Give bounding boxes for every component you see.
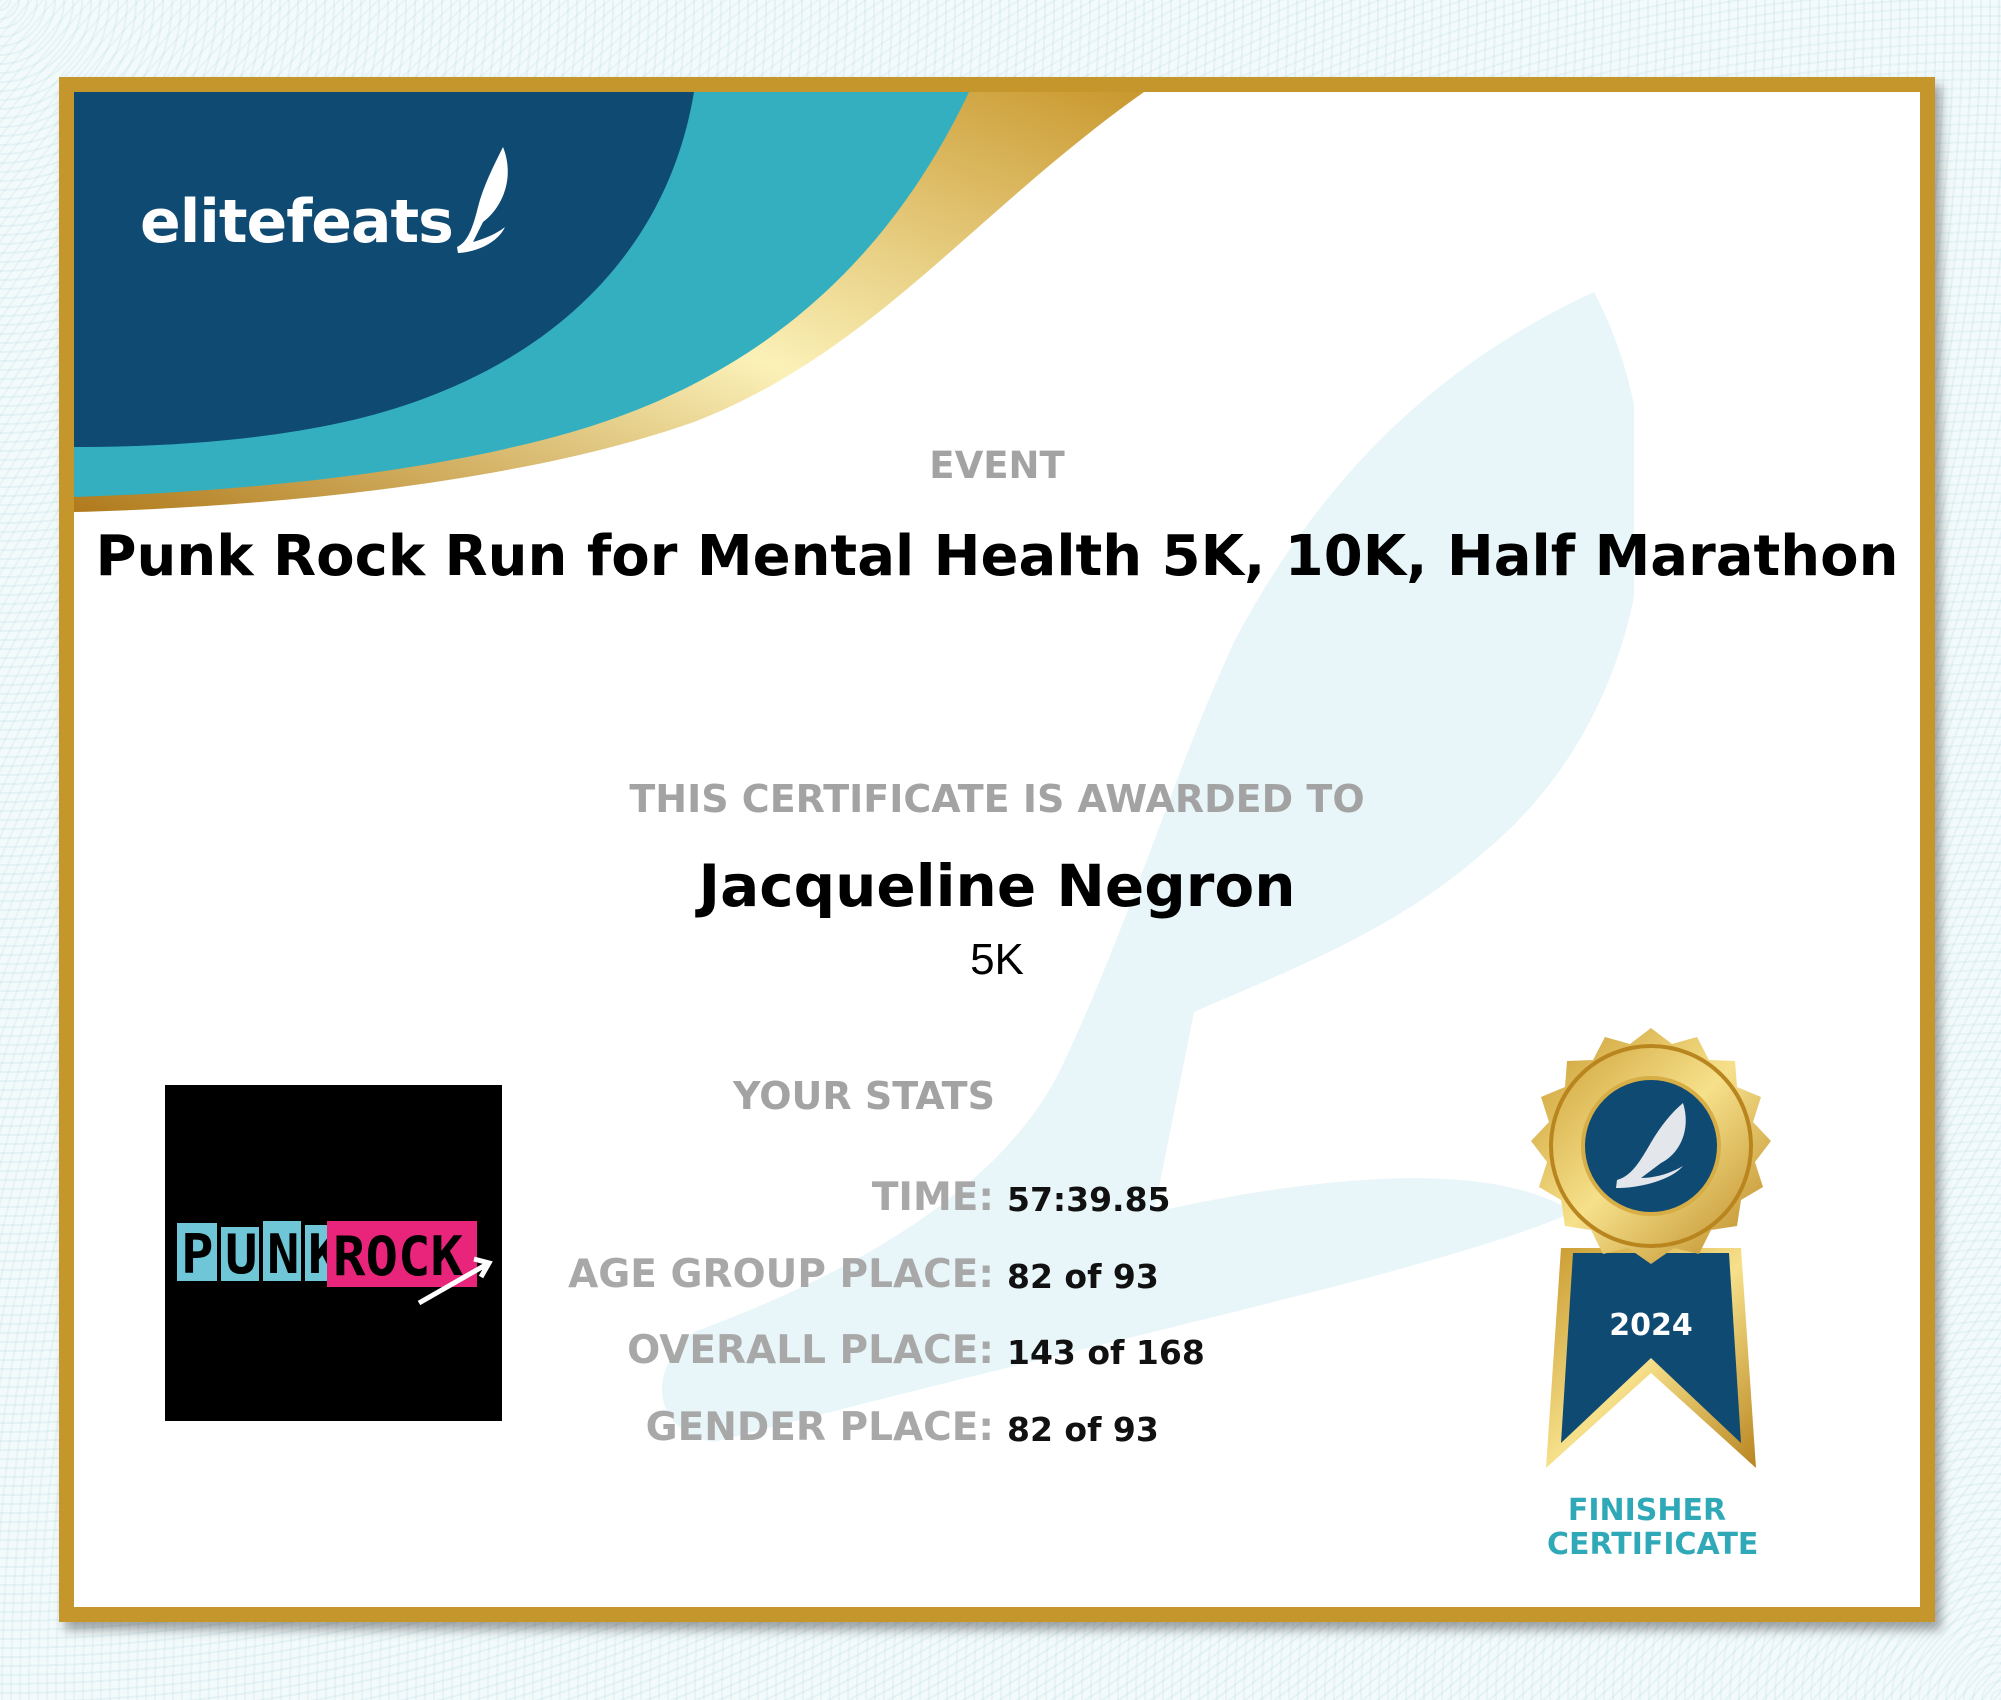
stat-gender-place: GENDER PLACE: 82 of 93 <box>74 1405 1920 1455</box>
stat-overall-place: OVERALL PLACE: 143 of 168 <box>74 1328 1920 1378</box>
stat-label: GENDER PLACE: <box>645 1405 994 1450</box>
medal-line1: FINISHER <box>1567 1493 1727 1528</box>
medal-year: 2024 <box>1609 1308 1693 1343</box>
stats-label: YOUR STATS <box>733 1074 995 1118</box>
svg-text:ROCK: ROCK <box>333 1225 464 1288</box>
awarded-label: THIS CERTIFICATE IS AWARDED TO <box>629 777 1365 821</box>
svg-text:P: P <box>181 1223 214 1286</box>
stat-label: AGE GROUP PLACE: <box>568 1252 994 1297</box>
winged-foot-watermark <box>661 292 1634 1442</box>
winged-foot-icon <box>1616 1103 1686 1188</box>
medal-line2: CERTIFICATE <box>1547 1527 1759 1562</box>
recipient-name: Jacqueline Negron <box>698 852 1296 920</box>
finisher-medal: 2024 <box>1531 1028 1771 1468</box>
stat-label: OVERALL PLACE: <box>627 1328 994 1373</box>
stat-time: TIME: 57:39.85 <box>74 1175 1920 1225</box>
stat-value: 82 of 93 <box>1007 1257 1159 1296</box>
event-label: EVENT <box>929 444 1065 487</box>
header-banner <box>74 92 1144 512</box>
event-name: Punk Rock Run for Mental Health 5K, 10K,… <box>95 524 1899 589</box>
stat-value: 82 of 93 <box>1007 1410 1159 1449</box>
stat-label: TIME: <box>871 1175 994 1220</box>
svg-text:N: N <box>267 1223 300 1286</box>
event-logo-image: P U N K ROCK <box>165 1085 502 1421</box>
elitefeats-logo: elitefeats <box>140 147 513 257</box>
stat-value: 143 of 168 <box>1007 1333 1205 1372</box>
certificate: elitefeats EVENT Punk Rock Run for Menta… <box>59 77 1935 1622</box>
race-distance: 5K <box>970 935 1024 984</box>
stat-value: 57:39.85 <box>1007 1180 1171 1219</box>
logo-text: elitefeats <box>140 187 454 257</box>
winged-foot-icon <box>456 147 508 253</box>
svg-text:U: U <box>225 1223 258 1286</box>
stat-age-group-place: AGE GROUP PLACE: 82 of 93 <box>74 1252 1920 1302</box>
